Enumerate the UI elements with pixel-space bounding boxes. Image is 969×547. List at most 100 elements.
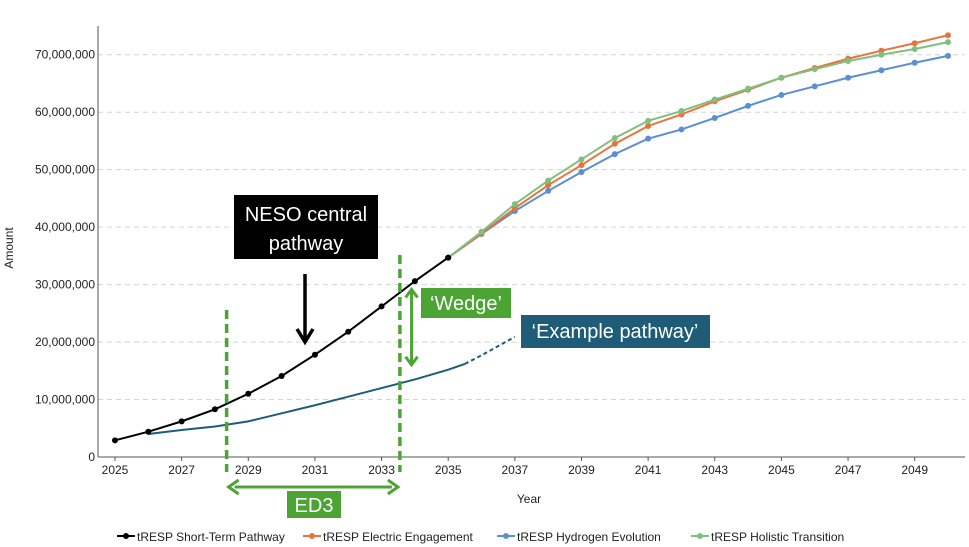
tresp-holistic-transition-point: [611, 135, 618, 142]
tresp-hydrogen-evolution-legend-label: tRESP Hydrogen Evolution: [517, 530, 661, 544]
example-pathway-line: [148, 362, 466, 436]
tresp-short-term-pathway-point: [211, 406, 218, 413]
x-tick-label: 2035: [435, 463, 462, 477]
tresp-hydrogen-evolution-point: [945, 52, 951, 59]
tresp-holistic-transition-point: [845, 58, 852, 65]
legend: tRESP Short-Term Pathway tRESP Electric E…: [117, 530, 844, 544]
tresp-hydrogen-evolution-point: [711, 114, 718, 121]
axes: 0 10,000,000 20,000,000 30,000,000 40,000,00…: [35, 26, 965, 477]
tresp-hydrogen-evolution-point: [611, 151, 618, 158]
wedge-label-box: [421, 288, 511, 318]
x-tick-label: 2047: [835, 463, 862, 477]
ed3-label: ED3: [295, 495, 334, 517]
tresp-hydrogen-evolution-line: [447, 54, 949, 259]
neso-label-box: [234, 195, 378, 259]
tresp-hydrogen-evolution-legend-swatch-marker: [503, 533, 509, 539]
ed3-arrow-head-right: [387, 478, 401, 496]
x-axis-title: Year: [517, 492, 541, 506]
x-tick-label: 2049: [901, 463, 928, 477]
y-tick-label: 0: [88, 450, 95, 464]
wedge-arrow-head-top: [404, 286, 419, 299]
x-tick-label: 2031: [302, 463, 329, 477]
x-tick-label: 2025: [102, 463, 129, 477]
tresp-hydrogen-evolution-point: [645, 135, 652, 142]
tresp-hydrogen-evolution-point: [845, 74, 852, 81]
tresp-holistic-transition-line: [447, 41, 949, 259]
example-pathway-label-box: [521, 315, 710, 348]
y-tick-label: 30,000,000: [35, 278, 95, 292]
tresp-electric-engagement-point: [911, 40, 918, 47]
tresp-holistic-transition-point: [878, 51, 885, 58]
tresp-short-term-pathway-legend-swatch-marker: [123, 533, 129, 539]
y-tick-label: 50,000,000: [35, 163, 95, 177]
x-tick-label: 2045: [768, 463, 795, 477]
annotations: ED3 ‘Wedge’ ‘Example pathway’ NESO central p…: [224, 195, 710, 518]
x-tick-label: 2039: [568, 463, 595, 477]
tresp-short-term-pathway-point: [378, 303, 385, 310]
tresp-holistic-transition-point: [911, 45, 918, 52]
y-tick-label: 60,000,000: [35, 105, 95, 119]
tresp-hydrogen-evolution-point: [545, 187, 552, 194]
y-axis-title: Amount: [2, 227, 16, 269]
tresp-holistic-transition-point: [945, 39, 951, 46]
tresp-short-term-pathway-point: [245, 390, 252, 397]
y-tick-label: 20,000,000: [35, 335, 95, 349]
tresp-holistic-transition-point: [511, 201, 518, 208]
tresp-hydrogen-evolution-point: [778, 91, 785, 98]
tresp-electric-engagement-point: [578, 162, 585, 169]
tresp-hydrogen-evolution-point: [811, 83, 818, 90]
tresp-hydrogen-evolution-point: [911, 59, 918, 66]
tresp-electric-engagement-legend-label: tRESP Electric Engagement: [323, 530, 474, 544]
tresp-hydrogen-evolution-point: [678, 126, 685, 133]
tresp-holistic-transition-point: [545, 177, 552, 184]
tresp-electric-engagement-point: [545, 182, 552, 189]
tresp-hydrogen-evolution-point: [745, 102, 752, 109]
neso-arrow-head: [295, 328, 315, 346]
tresp-short-term-pathway-point: [311, 351, 318, 358]
y-tick-label: 70,000,000: [35, 48, 95, 62]
x-tick-label: 2027: [168, 463, 195, 477]
tresp-holistic-transition-point: [778, 74, 785, 81]
y-tick-label: 40,000,000: [35, 220, 95, 234]
wedge-label: ‘Wedge’: [430, 293, 502, 315]
tresp-holistic-transition-legend-label: tRESP Holistic Transition: [711, 530, 844, 544]
tresp-holistic-transition-point: [745, 85, 752, 92]
tresp-holistic-transition-point: [811, 66, 818, 73]
tresp-holistic-transition-legend-swatch-marker: [697, 533, 703, 539]
tresp-electric-engagement-point: [645, 122, 652, 129]
series-lines: [112, 32, 951, 444]
x-tick-label: 2029: [235, 463, 262, 477]
tresp-short-term-pathway-point: [278, 372, 285, 379]
ed3-label-box: [287, 491, 341, 518]
tresp-short-term-pathway-point: [112, 437, 118, 444]
tresp-holistic-transition-point: [678, 108, 685, 115]
neso-label-line2: pathway: [269, 233, 344, 255]
x-tick-label: 2043: [701, 463, 728, 477]
tresp-holistic-transition-point: [711, 96, 718, 103]
tresp-electric-engagement-legend-swatch-marker: [309, 533, 315, 539]
example-pathway-label: ‘Example pathway’: [532, 321, 699, 343]
x-tick-label: 2037: [501, 463, 528, 477]
tresp-holistic-transition-point: [478, 228, 485, 235]
tresp-electric-engagement-point: [945, 32, 951, 39]
tresp-short-term-pathway-point: [445, 254, 452, 261]
tresp-short-term-pathway-point: [145, 428, 152, 435]
tresp-short-term-pathway-legend-label: tRESP Short-Term Pathway: [137, 530, 285, 544]
y-tick-label: 10,000,000: [35, 393, 95, 407]
example-pathway-dashed-line: [464, 336, 516, 365]
tresp-hydrogen-evolution-point: [578, 168, 585, 175]
tresp-electric-engagement-point: [611, 140, 618, 147]
x-tick-label: 2033: [368, 463, 395, 477]
tresp-electric-engagement-line: [447, 34, 949, 259]
tresp-short-term-pathway-point: [345, 328, 352, 335]
tresp-short-term-pathway-point: [411, 278, 418, 285]
tresp-hydrogen-evolution-point: [878, 67, 885, 74]
tresp-short-term-pathway-point: [178, 418, 185, 425]
x-tick-label: 2041: [635, 463, 662, 477]
wedge-arrow-head-bottom: [404, 355, 419, 368]
neso-label-line1: NESO central: [245, 204, 367, 226]
tresp-holistic-transition-point: [578, 156, 585, 163]
tresp-holistic-transition-point: [645, 117, 652, 124]
ed3-arrow-head-left: [226, 478, 240, 496]
